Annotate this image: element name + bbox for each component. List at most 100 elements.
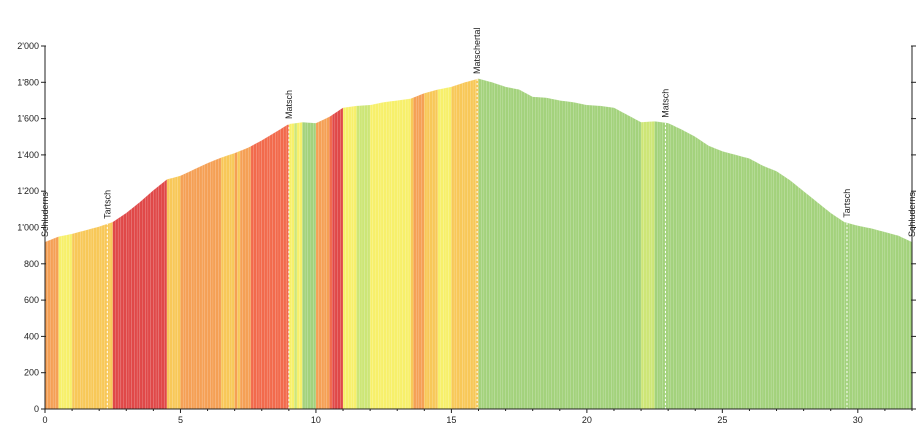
profile-bar	[827, 210, 831, 410]
profile-bar	[150, 189, 154, 410]
profile-bar	[77, 231, 81, 410]
profile-bar	[678, 127, 682, 410]
profile-bar	[434, 89, 439, 410]
profile-bar	[535, 96, 539, 410]
profile-bar	[223, 155, 227, 410]
profile-bar	[640, 121, 644, 410]
profile-bar	[556, 99, 560, 410]
profile-bar	[795, 184, 799, 410]
profile-bar	[881, 231, 886, 410]
profile-bar	[74, 232, 78, 410]
profile-bar	[432, 90, 436, 410]
y-tick-label: 1'600	[17, 114, 39, 124]
profile-bar	[340, 107, 344, 410]
profile-bar	[204, 162, 208, 410]
profile-bar	[378, 102, 382, 410]
profile-bar	[253, 142, 257, 410]
profile-bar	[245, 147, 249, 410]
profile-bar	[402, 99, 406, 410]
profile-bar	[348, 106, 352, 410]
profile-bar	[456, 83, 460, 410]
profile-bar	[258, 140, 262, 410]
profile-bar	[50, 238, 54, 410]
profile-bar	[285, 123, 290, 410]
profile-bar	[573, 102, 577, 410]
profile-bar	[424, 92, 428, 410]
profile-bar	[597, 105, 601, 410]
profile-bar	[852, 223, 856, 410]
profile-bar	[134, 203, 138, 410]
profile-bar	[112, 219, 116, 410]
x-tick-label: 0	[42, 415, 47, 425]
profile-bar	[863, 226, 867, 410]
profile-bar	[703, 141, 707, 410]
profile-bar	[751, 159, 756, 410]
profile-bar	[185, 171, 189, 410]
profile-bar	[269, 133, 273, 410]
profile-bar	[88, 228, 92, 410]
profile-bar	[543, 97, 547, 410]
profile-bar	[724, 151, 728, 410]
profile-bar	[142, 196, 146, 410]
profile-bar	[773, 169, 777, 410]
x-tick-label: 10	[311, 415, 321, 425]
profile-bar	[391, 100, 395, 410]
profile-bar	[754, 161, 758, 410]
profile-bar	[648, 121, 653, 410]
profile-bar	[860, 225, 864, 410]
profile-bar	[234, 151, 238, 410]
profile-bar	[329, 114, 333, 410]
profile-bar	[879, 230, 883, 410]
profile-bar	[55, 236, 59, 410]
profile-bar	[372, 103, 376, 410]
profile-bar	[334, 110, 338, 410]
profile-bar	[71, 232, 76, 410]
profile-bar	[207, 161, 211, 410]
profile-bar	[524, 92, 528, 410]
profile-bar	[470, 79, 474, 410]
waypoint-label: Tartsch	[102, 190, 112, 219]
profile-bar	[708, 145, 712, 410]
profile-bar	[594, 105, 598, 410]
profile-bar	[732, 153, 737, 410]
profile-bar	[692, 134, 696, 410]
profile-bar	[462, 82, 466, 410]
profile-bar	[250, 144, 254, 410]
profile-bar	[906, 239, 910, 410]
profile-bar	[602, 106, 607, 410]
profile-bar	[323, 117, 327, 410]
profile-bar	[131, 206, 135, 410]
profile-bar	[375, 103, 379, 410]
profile-bar	[386, 101, 390, 410]
profile-bar	[892, 233, 896, 410]
profile-bar	[483, 79, 487, 410]
profile-bar	[605, 106, 609, 410]
profile-bar	[816, 201, 821, 410]
profile-bar	[120, 214, 124, 410]
profile-bar	[47, 239, 51, 410]
profile-bar	[115, 218, 119, 410]
profile-bar	[123, 212, 127, 410]
profile-bar	[126, 210, 130, 410]
profile-bar	[145, 194, 149, 410]
profile-bar	[624, 113, 628, 410]
profile-bar	[421, 92, 425, 410]
profile-bar	[784, 176, 788, 410]
profile-bar	[800, 188, 804, 410]
profile-bar	[98, 225, 103, 410]
profile-bar	[616, 108, 620, 410]
profile-bar	[806, 192, 810, 410]
profile-bar	[158, 183, 162, 410]
profile-bar	[548, 98, 552, 410]
y-tick-label: 0	[34, 404, 39, 414]
profile-bar	[161, 181, 165, 410]
profile-bar	[657, 121, 661, 410]
profile-bar	[177, 175, 181, 410]
x-tick-label: 25	[717, 415, 727, 425]
profile-bar	[136, 201, 141, 410]
profile-bar	[684, 130, 688, 410]
profile-bar	[570, 101, 574, 410]
profile-bar	[516, 88, 520, 410]
profile-bar	[237, 150, 241, 410]
